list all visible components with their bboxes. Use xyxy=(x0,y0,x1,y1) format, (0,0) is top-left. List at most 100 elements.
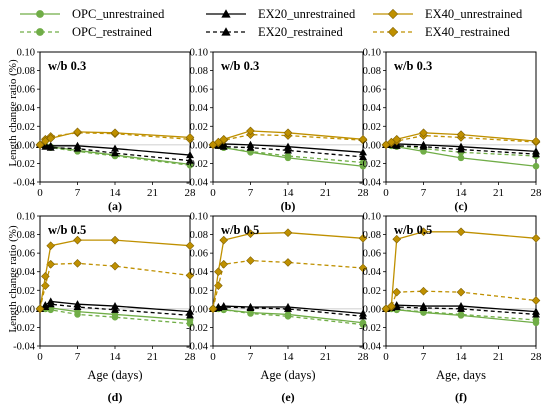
panel-e-x-tick-label: 0 xyxy=(210,351,216,363)
panel-b-series-opc-unrestrained-point xyxy=(359,162,367,170)
panel-c-caption: (c) xyxy=(454,199,467,213)
panel-d-series-ex40-unrestrained-line xyxy=(39,239,191,309)
panel-b-x-tick-label: 28 xyxy=(358,187,370,199)
panel-b-y-tick-label: 0.08 xyxy=(190,66,208,77)
panel-a-series-ex40-unrestrained-point xyxy=(185,133,195,142)
panel-e-y-tick-label: -0.02 xyxy=(186,323,208,334)
panel-c-x-tick-label: 7 xyxy=(421,187,427,199)
panel-d-series-ex40-restrained-point xyxy=(73,259,82,268)
legend-marker-opc-restrained xyxy=(36,28,44,36)
panel-e-series-ex40-unrestrained xyxy=(208,228,368,314)
panel-a-x-tick-label: 7 xyxy=(75,187,81,199)
panel-e-series-ex20-unrestrained xyxy=(209,302,367,317)
panel-a-x-tick-label: 14 xyxy=(110,187,122,199)
panel-c-frame xyxy=(385,51,537,183)
panel-f-x-tick-label: 0 xyxy=(383,351,389,363)
panel-f-series-ex40-restrained-line xyxy=(385,290,537,310)
panel-f-series-ex40-restrained-point xyxy=(531,296,541,305)
y-axis-label-row-2: Length change ratio (%) xyxy=(7,225,19,333)
panel-a-series-ex20-unrestrained-point xyxy=(186,151,194,159)
panel-c-series-ex20-unrestrained-point xyxy=(457,142,465,150)
panel-f-series-ex20-restrained-line xyxy=(385,306,537,316)
panel-c-series-ex40-unrestrained-point xyxy=(531,136,541,146)
panel-e-series-ex40-unrestrained-point xyxy=(283,228,293,238)
panel-e-x-axis-label: Age (days) xyxy=(260,368,315,382)
panel-b-x-tick-label: 21 xyxy=(320,187,331,199)
panel-f-y-tick-label: -0.04 xyxy=(359,342,382,353)
panel-c: 0.10 0.08 0.06 0.04 0.02 0.00 -0.02 -0.040 7 14 21… xyxy=(359,48,542,214)
panel-b-y-tick-label: 0.04 xyxy=(190,103,209,114)
panel-b-series-ex20-unrestrained-point xyxy=(359,148,367,156)
panel-e-y-tick-label: 0.00 xyxy=(190,304,208,315)
panel-d-series-ex20-restrained-point xyxy=(186,311,194,319)
panel-a-y-tick-label: -0.04 xyxy=(13,178,36,189)
panel-f-series-ex40-unrestrained-point xyxy=(531,233,541,243)
panel-e: 0.10 0.08 0.06 0.04 0.02 0.00 -0.02 -0.040 7 14 21… xyxy=(186,212,369,405)
panel-f-y-tick-label: 0.04 xyxy=(363,267,382,278)
legend-entry-ex40-unrestrained: EX40_unrestrained xyxy=(373,7,523,21)
panel-b-y-tick-label: -0.02 xyxy=(186,159,208,170)
panel-f-series-ex40-restrained-point xyxy=(419,286,428,296)
panel-b-series-opc-unrestrained-point xyxy=(284,154,292,162)
panel-b-series-ex20-restrained-point xyxy=(359,152,367,160)
panel-e-x-tick-label: 28 xyxy=(358,351,370,363)
panel-b-series-ex40-unrestrained xyxy=(208,126,368,150)
legend-entry-ex40-restrained: EX40_restrained xyxy=(373,25,510,39)
panel-d-series-ex40-unrestrained-point xyxy=(41,272,50,281)
panel-c-series-opc-restrained-line xyxy=(385,144,537,157)
panel-a-x-tick-label: 21 xyxy=(147,187,158,199)
legend-entry-ex20-unrestrained: EX20_unrestrained xyxy=(206,7,356,21)
panel-e-series-ex20-unrestrained-point xyxy=(219,302,228,310)
panel-d-y-tick-label: -0.04 xyxy=(13,342,36,353)
panel-e-series-ex40-unrestrained-point xyxy=(358,233,368,243)
panel-e-series-ex40-restrained-line xyxy=(212,259,364,310)
panel-a-series-ex40-unrestrained-point xyxy=(73,127,82,137)
panel-e-series-ex40-restrained xyxy=(208,256,368,314)
panel-d-y-tick-label: -0.02 xyxy=(13,323,35,334)
panel-e-series-opc-unrestrained-point xyxy=(284,311,292,318)
panel-c-y-tick-label: 0.10 xyxy=(363,48,381,59)
panel-d-series-ex20-unrestrained-point xyxy=(111,302,119,310)
panel-d-y-tick-label: 0.10 xyxy=(17,212,35,223)
panel-e-series-ex40-unrestrained-point xyxy=(246,229,255,238)
panel-d-series-ex40-unrestrained-point xyxy=(185,241,195,251)
legend-entry-opc-restrained: OPC_restrained xyxy=(20,25,153,39)
panel-a-y-tick-label: 0.00 xyxy=(17,140,35,151)
panel-c-x-tick-label: 0 xyxy=(383,187,389,199)
panel-d-y-tick-label: 0.04 xyxy=(17,267,36,278)
panel-f: 0.10 0.08 0.06 0.04 0.02 0.00 -0.02 -0.040 7 14 21… xyxy=(359,212,542,405)
panels: 0.100.080.060.040.020.00-0.02-0.040 7 14 21… xyxy=(13,48,542,405)
panel-f-caption: (f) xyxy=(455,390,467,404)
panel-a-series-ex20-unrestrained-point xyxy=(46,141,55,149)
panel-b-y-tick-label: 0.00 xyxy=(190,140,208,151)
panel-f-series-ex40-unrestrained-point xyxy=(392,234,402,244)
panel-f-y-tick-label: 0.02 xyxy=(363,286,381,297)
legend-entry-ex20-restrained: EX20_restrained xyxy=(206,25,343,39)
panel-a-y-tick-label: 0.02 xyxy=(17,122,35,133)
panel-f-series-ex40-restrained-point xyxy=(456,287,466,297)
panel-e-series-ex40-unrestrained-point xyxy=(219,235,229,245)
panel-f-series-ex40-unrestrained-point xyxy=(387,301,396,311)
legend-marker-ex40-restrained xyxy=(387,26,399,38)
panel-f-x-tick-label: 7 xyxy=(421,351,427,363)
panel-b-series-ex40-unrestrained-point xyxy=(219,134,229,144)
panel-d-y-tick-label: 0.06 xyxy=(17,249,35,260)
panel-e-series-opc-unrestrained-point xyxy=(359,319,367,327)
panel-f-series-ex20-unrestrained-point xyxy=(532,307,540,315)
panel-e-series-ex40-unrestrained-point xyxy=(208,304,218,314)
panel-c-series-ex40-unrestrained-point xyxy=(392,134,402,144)
panel-f-series-ex40-unrestrained xyxy=(381,227,541,314)
panel-f-series-ex40-unrestrained-point xyxy=(419,227,428,237)
panel-b-y-tick-label: 0.06 xyxy=(190,85,208,96)
panel-e-series-ex20-unrestrained-point xyxy=(284,302,292,311)
panel-d: 0.10 0.08 0.06 0.04 0.02 0.00 -0.02 -0.040 7 14 21… xyxy=(13,212,196,405)
panel-e-x-tick-label: 21 xyxy=(320,351,331,363)
panel-a-y-tick-label: 0.04 xyxy=(17,103,36,114)
panel-d-series-ex20-unrestrained-point xyxy=(73,300,82,308)
panel-d-series-ex20-unrestrained-point xyxy=(186,307,194,315)
panel-f-x-axis-label: Age, days xyxy=(436,368,486,382)
panel-b-series-ex20-restrained-line xyxy=(212,144,364,158)
panel-f-y-tick-label: 0.06 xyxy=(363,249,381,260)
panel-d-x-tick-label: 21 xyxy=(147,351,158,363)
